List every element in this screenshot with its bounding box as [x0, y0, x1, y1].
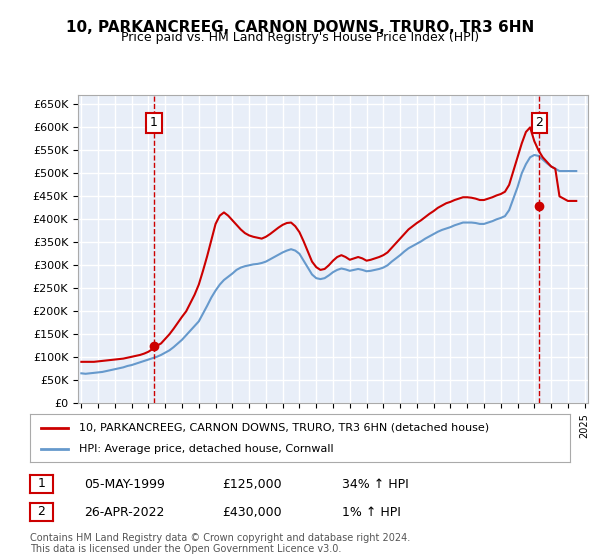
Text: £125,000: £125,000 — [222, 478, 281, 491]
Text: 1: 1 — [37, 477, 46, 491]
Text: 1% ↑ HPI: 1% ↑ HPI — [342, 506, 401, 519]
Text: 34% ↑ HPI: 34% ↑ HPI — [342, 478, 409, 491]
Text: 26-APR-2022: 26-APR-2022 — [84, 506, 164, 519]
Text: £430,000: £430,000 — [222, 506, 281, 519]
Text: HPI: Average price, detached house, Cornwall: HPI: Average price, detached house, Corn… — [79, 444, 333, 454]
Text: 10, PARKANCREEG, CARNON DOWNS, TRURO, TR3 6HN: 10, PARKANCREEG, CARNON DOWNS, TRURO, TR… — [66, 20, 534, 35]
Text: Price paid vs. HM Land Registry's House Price Index (HPI): Price paid vs. HM Land Registry's House … — [121, 31, 479, 44]
Text: 10, PARKANCREEG, CARNON DOWNS, TRURO, TR3 6HN (detached house): 10, PARKANCREEG, CARNON DOWNS, TRURO, TR… — [79, 423, 489, 433]
Text: 1: 1 — [150, 116, 158, 129]
Text: 05-MAY-1999: 05-MAY-1999 — [84, 478, 165, 491]
Text: Contains HM Land Registry data © Crown copyright and database right 2024.
This d: Contains HM Land Registry data © Crown c… — [30, 533, 410, 554]
Text: 2: 2 — [37, 505, 46, 519]
Text: 2: 2 — [535, 116, 543, 129]
